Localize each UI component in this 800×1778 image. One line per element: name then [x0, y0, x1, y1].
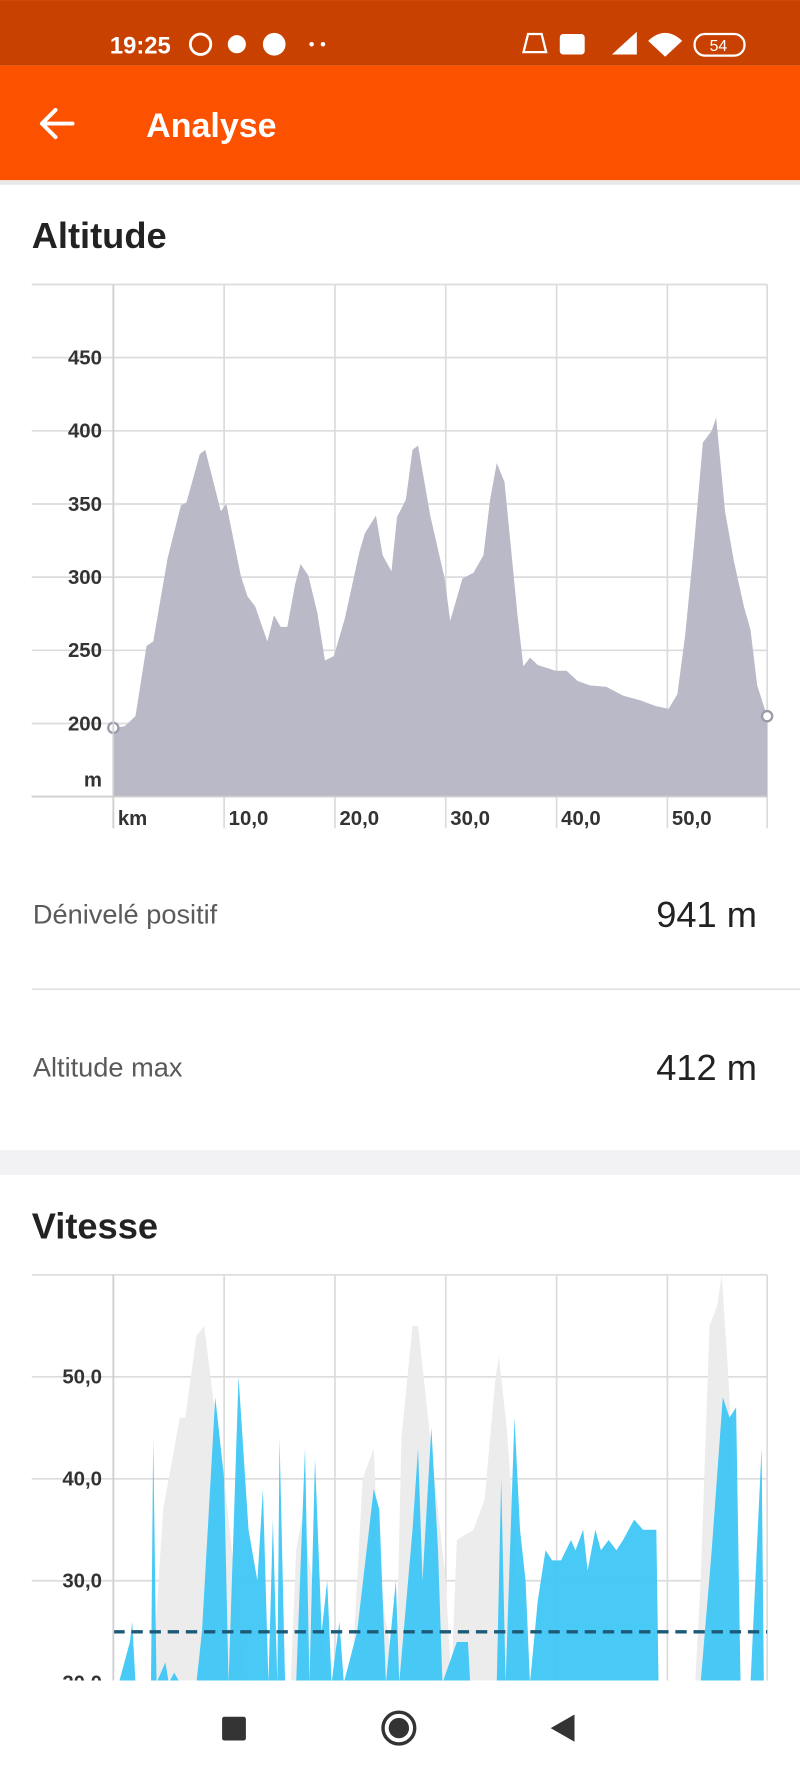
status-time: 19:25	[110, 32, 171, 59]
y-tick-label: 40,0	[62, 1469, 102, 1491]
section-title: Vitesse	[32, 1206, 158, 1247]
altitude-chart: m 200 250 300 350 400 450 km 10,0 20,0 30,0 40,0 50,…	[31, 283, 774, 830]
dot	[320, 41, 326, 47]
area	[113, 417, 768, 797]
stat-value: 412 m	[656, 1047, 757, 1088]
x-tick-label: 40,0	[561, 808, 601, 830]
volte-icon	[559, 34, 585, 55]
back-nav-button[interactable]	[550, 1714, 575, 1742]
app-bar	[0, 65, 800, 181]
stat-value: 941 m	[656, 894, 757, 935]
mute-icon	[522, 32, 548, 54]
home-dot	[388, 1717, 410, 1739]
app-icon	[262, 32, 286, 56]
section-title: Altitude	[32, 215, 167, 256]
x-tick-label: 20,0	[339, 808, 379, 830]
back-button[interactable]	[39, 107, 75, 140]
app-bar-shadow	[0, 180, 800, 185]
y-tick-label: 30,0	[62, 1571, 102, 1593]
y-tick-label: 350	[68, 494, 102, 516]
recents-button[interactable]	[222, 1716, 246, 1741]
battery-icon	[693, 32, 746, 57]
app-bar-title: Analyse	[146, 107, 276, 145]
y-tick-label: 400	[68, 421, 102, 443]
nav-bar	[0, 1680, 800, 1778]
home-button[interactable]	[381, 1710, 417, 1746]
x-tick-label: 30,0	[450, 808, 490, 830]
y-tick-label: 250	[68, 640, 102, 662]
settings-icon	[227, 35, 246, 54]
area	[152, 1274, 740, 1683]
signal-icon	[611, 31, 637, 55]
section-separator	[0, 1150, 800, 1176]
battery-level: 54	[710, 38, 728, 55]
endpoint-marker	[760, 709, 774, 723]
x-tick-label: km	[118, 808, 147, 830]
x-tick-label: 50,0	[672, 808, 712, 830]
dot	[309, 41, 314, 47]
whatsapp-icon	[188, 32, 213, 56]
stat-label: Altitude max	[33, 1052, 183, 1083]
y-tick-label: 200	[68, 713, 102, 735]
y-tick-label: 300	[68, 567, 102, 589]
y-tick-label: 50,0	[62, 1367, 102, 1389]
y-tick-label: m	[84, 769, 102, 791]
stat-label: Dénivelé positif	[33, 899, 218, 930]
y-tick-label: 450	[68, 347, 102, 369]
wifi-icon	[648, 32, 683, 57]
x-tick-label: 10,0	[229, 808, 269, 830]
area	[118, 1376, 764, 1683]
